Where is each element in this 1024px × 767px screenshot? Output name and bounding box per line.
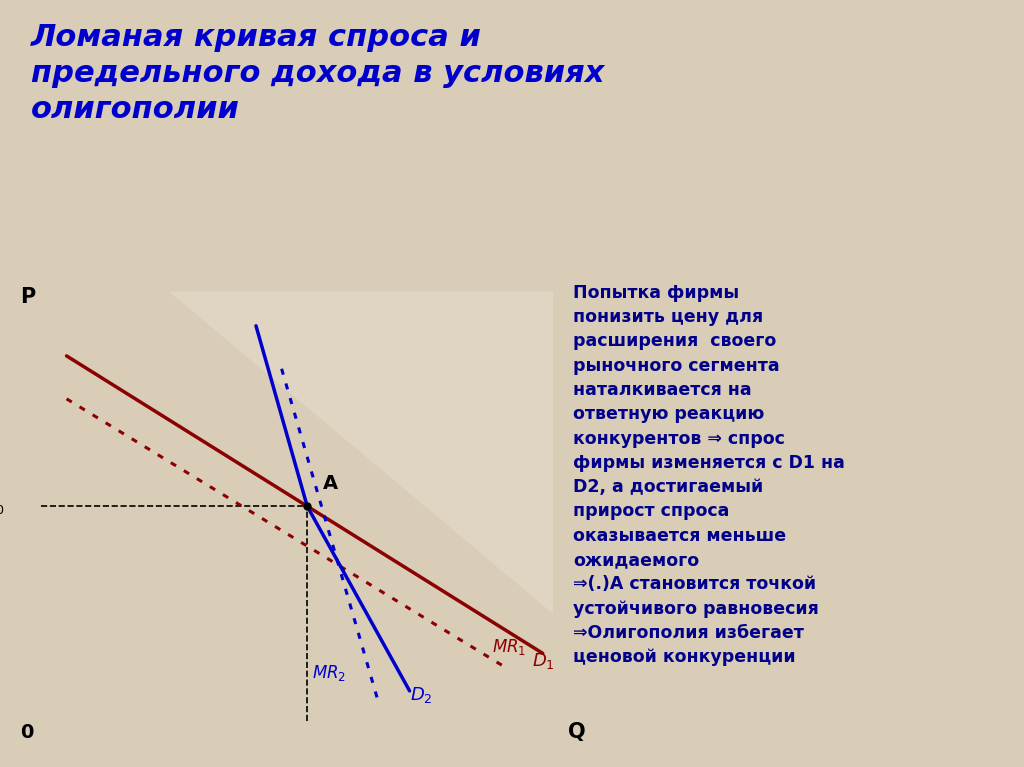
Text: 0: 0 <box>20 723 34 742</box>
Text: Попытка фирмы
понизить цену для
расширения  своего
рыночного сегмента
наталкивае: Попытка фирмы понизить цену для расширен… <box>573 284 846 667</box>
Text: Q: Q <box>568 723 586 742</box>
Polygon shape <box>169 291 553 614</box>
Text: Ломаная кривая спроса и
предельного дохода в условиях
олигополии: Ломаная кривая спроса и предельного дохо… <box>31 23 604 123</box>
Text: A: A <box>323 474 338 493</box>
Text: $MR_1$: $MR_1$ <box>492 637 525 657</box>
Text: $P_0$: $P_0$ <box>0 496 5 516</box>
Text: $D_1$: $D_1$ <box>532 651 555 671</box>
Text: $D_2$: $D_2$ <box>410 684 432 705</box>
Text: P: P <box>20 287 36 307</box>
Text: $MR_2$: $MR_2$ <box>312 663 346 683</box>
